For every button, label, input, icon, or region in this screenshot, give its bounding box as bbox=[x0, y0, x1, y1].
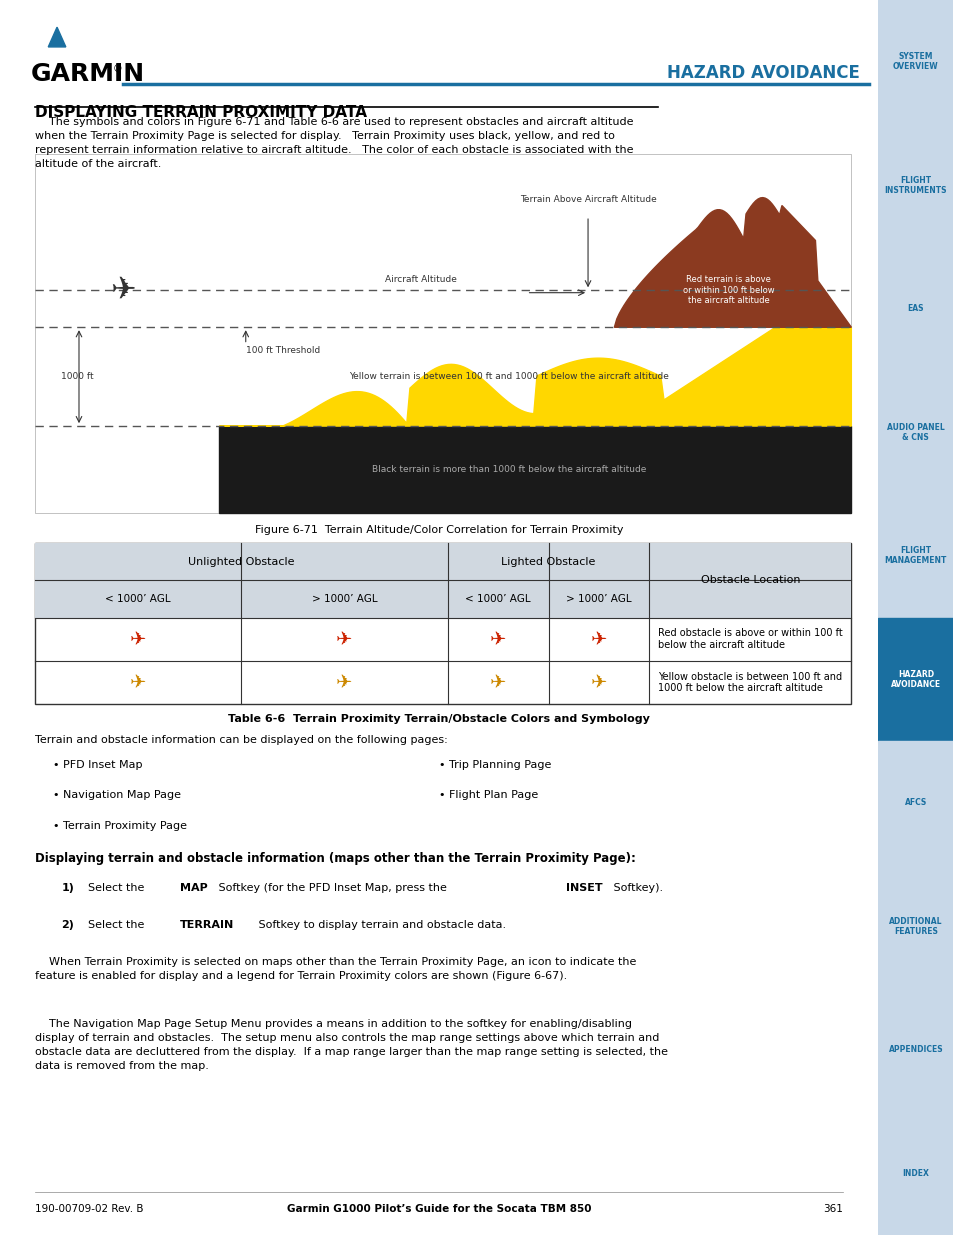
Text: ✈: ✈ bbox=[490, 673, 506, 692]
Bar bbox=[35, 543, 447, 580]
Bar bbox=[877, 988, 953, 1112]
Bar bbox=[877, 124, 953, 247]
Text: • PFD Inset Map: • PFD Inset Map bbox=[52, 760, 142, 769]
Text: AFCS: AFCS bbox=[903, 798, 926, 808]
Text: ®: ® bbox=[112, 64, 122, 74]
Text: ✈: ✈ bbox=[590, 630, 606, 648]
Bar bbox=[877, 1112, 953, 1235]
Text: APPENDICES: APPENDICES bbox=[887, 1045, 943, 1055]
Text: 100 ft Threshold: 100 ft Threshold bbox=[246, 346, 319, 354]
Text: Select the: Select the bbox=[88, 920, 148, 930]
Text: Garmin G1000 Pilot’s Guide for the Socata TBM 850: Garmin G1000 Pilot’s Guide for the Socat… bbox=[286, 1204, 591, 1214]
Bar bbox=[877, 247, 953, 370]
Bar bbox=[877, 618, 953, 741]
Text: Aircraft Altitude: Aircraft Altitude bbox=[385, 275, 456, 284]
Text: EAS: EAS bbox=[906, 304, 923, 314]
Text: 2): 2) bbox=[61, 920, 74, 930]
Text: Softkey to display terrain and obstacle data.: Softkey to display terrain and obstacle … bbox=[254, 920, 505, 930]
Text: 361: 361 bbox=[821, 1204, 841, 1214]
Text: Displaying terrain and obstacle information (maps other than the Terrain Proximi: Displaying terrain and obstacle informat… bbox=[35, 852, 636, 866]
Text: < 1000’ AGL: < 1000’ AGL bbox=[465, 594, 530, 604]
Text: Softkey (for the PFD Inset Map, press the: Softkey (for the PFD Inset Map, press th… bbox=[214, 883, 450, 893]
Text: Red obstacle is above or within 100 ft
below the aircraft altitude: Red obstacle is above or within 100 ft b… bbox=[658, 629, 842, 650]
Bar bbox=[877, 494, 953, 618]
Bar bbox=[877, 0, 953, 124]
Text: • Terrain Proximity Page: • Terrain Proximity Page bbox=[52, 821, 187, 831]
Text: HAZARD
AVOIDANCE: HAZARD AVOIDANCE bbox=[890, 669, 940, 689]
Bar bbox=[649, 543, 850, 618]
Text: Select the: Select the bbox=[88, 883, 148, 893]
Text: ADDITIONAL
FEATURES: ADDITIONAL FEATURES bbox=[888, 916, 942, 936]
Text: Lighted Obstacle: Lighted Obstacle bbox=[501, 557, 595, 567]
Text: ✈: ✈ bbox=[336, 673, 353, 692]
Text: < 1000’ AGL: < 1000’ AGL bbox=[106, 594, 171, 604]
Bar bbox=[35, 154, 850, 513]
Text: Softkey).: Softkey). bbox=[609, 883, 662, 893]
Bar bbox=[877, 864, 953, 988]
Text: ✈: ✈ bbox=[130, 673, 146, 692]
Text: 190-00709-02 Rev. B: 190-00709-02 Rev. B bbox=[35, 1204, 144, 1214]
Text: FLIGHT
MANAGEMENT: FLIGHT MANAGEMENT bbox=[883, 546, 946, 566]
Text: FLIGHT
INSTRUMENTS: FLIGHT INSTRUMENTS bbox=[883, 175, 946, 195]
Text: The symbols and colors in Figure 6-71 and Table 6-6 are used to represent obstac: The symbols and colors in Figure 6-71 an… bbox=[35, 117, 633, 169]
Text: ✈: ✈ bbox=[130, 630, 146, 648]
Text: GARMIN: GARMIN bbox=[30, 62, 145, 85]
Text: TERRAIN: TERRAIN bbox=[180, 920, 233, 930]
Text: When Terrain Proximity is selected on maps other than the Terrain Proximity Page: When Terrain Proximity is selected on ma… bbox=[35, 957, 636, 981]
Text: DISPLAYING TERRAIN PROXIMITY DATA: DISPLAYING TERRAIN PROXIMITY DATA bbox=[35, 105, 367, 120]
Text: Yellow obstacle is between 100 ft and
1000 ft below the aircraft altitude: Yellow obstacle is between 100 ft and 10… bbox=[658, 672, 841, 693]
Text: Terrain and obstacle information can be displayed on the following pages:: Terrain and obstacle information can be … bbox=[35, 735, 447, 745]
Text: Yellow terrain is between 100 ft and 1000 ft below the aircraft altitude: Yellow terrain is between 100 ft and 100… bbox=[349, 372, 668, 382]
Text: INSET: INSET bbox=[565, 883, 602, 893]
Polygon shape bbox=[49, 27, 66, 47]
Bar bbox=[877, 370, 953, 494]
Text: Table 6-6  Terrain Proximity Terrain/Obstacle Colors and Symbology: Table 6-6 Terrain Proximity Terrain/Obst… bbox=[228, 714, 649, 724]
Bar bbox=[35, 543, 850, 704]
Text: • Flight Plan Page: • Flight Plan Page bbox=[438, 790, 537, 800]
Text: > 1000’ AGL: > 1000’ AGL bbox=[312, 594, 376, 604]
Text: Unlighted Obstacle: Unlighted Obstacle bbox=[188, 557, 294, 567]
Text: Black terrain is more than 1000 ft below the aircraft altitude: Black terrain is more than 1000 ft below… bbox=[372, 464, 645, 474]
Text: MAP: MAP bbox=[180, 883, 208, 893]
Text: AUDIO PANEL
& CNS: AUDIO PANEL & CNS bbox=[886, 422, 943, 442]
Text: ✈: ✈ bbox=[110, 275, 135, 305]
Text: HAZARD AVOIDANCE: HAZARD AVOIDANCE bbox=[666, 64, 860, 83]
Polygon shape bbox=[614, 198, 850, 327]
Text: ✈: ✈ bbox=[590, 673, 606, 692]
Bar bbox=[447, 543, 649, 580]
Text: The Navigation Map Page Setup Menu provides a means in addition to the softkey f: The Navigation Map Page Setup Menu provi… bbox=[35, 1019, 667, 1071]
Text: 1000 ft: 1000 ft bbox=[61, 372, 94, 382]
Text: > 1000’ AGL: > 1000’ AGL bbox=[566, 594, 631, 604]
Text: Red terrain is above
or within 100 ft below
the aircraft altitude: Red terrain is above or within 100 ft be… bbox=[682, 275, 774, 305]
Text: • Trip Planning Page: • Trip Planning Page bbox=[438, 760, 551, 769]
Text: 1): 1) bbox=[61, 883, 74, 893]
Text: Terrain Above Aircraft Altitude: Terrain Above Aircraft Altitude bbox=[519, 195, 656, 204]
Polygon shape bbox=[219, 426, 850, 513]
Bar bbox=[877, 741, 953, 864]
Text: ✈: ✈ bbox=[490, 630, 506, 648]
Polygon shape bbox=[219, 327, 850, 426]
Text: SYSTEM
OVERVIEW: SYSTEM OVERVIEW bbox=[892, 52, 938, 72]
Text: Obstacle Location: Obstacle Location bbox=[700, 576, 800, 585]
Bar bbox=[35, 580, 649, 618]
Text: INDEX: INDEX bbox=[902, 1168, 928, 1178]
Text: ✈: ✈ bbox=[336, 630, 353, 648]
Text: • Navigation Map Page: • Navigation Map Page bbox=[52, 790, 180, 800]
Text: Figure 6-71  Terrain Altitude/Color Correlation for Terrain Proximity: Figure 6-71 Terrain Altitude/Color Corre… bbox=[254, 525, 622, 535]
